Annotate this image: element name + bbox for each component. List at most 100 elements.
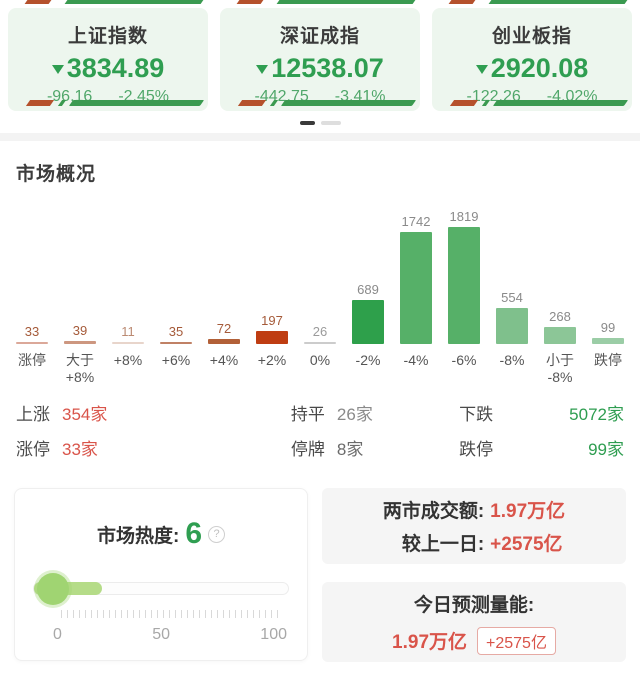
pager-dot[interactable] <box>320 121 341 125</box>
chart-column: 26 <box>296 324 344 344</box>
market-heat-card: 市场热度: 6 ? 0 50 100 <box>14 488 308 661</box>
scale-label-50: 50 <box>152 626 170 643</box>
stat-label: 涨停 <box>16 440 50 459</box>
stat-label: 上涨 <box>16 405 50 424</box>
question-mark-icon[interactable]: ? <box>208 525 225 543</box>
stat-value: 354家 <box>62 405 108 424</box>
stat-cell: 停牌 8家 <box>231 435 409 460</box>
index-name: 上证指数 <box>67 26 148 47</box>
bar <box>352 300 384 344</box>
index-card-shanghai[interactable]: 上证指数 3834.89 -96.16 -2.45% <box>8 8 208 111</box>
advance-decline-ratio-bar <box>438 100 629 106</box>
heat-value: 6 <box>185 517 202 550</box>
stat-label: 跌停 <box>459 440 494 459</box>
stat-value: 33家 <box>62 440 98 459</box>
vs-yesterday-label: 较上一日: <box>401 534 485 555</box>
stat-value: 26家 <box>336 405 373 424</box>
down-triangle-icon <box>256 65 269 74</box>
forecast-volume-card: 今日预测量能: 1.97万亿 +2575亿 <box>322 582 626 662</box>
stat-label: 停牌 <box>290 440 325 459</box>
slider-thumb[interactable] <box>37 573 69 605</box>
distribution-bar-chart: 33 39 11 35 72 197 26 689 1742 1819 554 268 99 涨停 大于 … <box>0 202 640 386</box>
bar-value-label: 39 <box>72 323 88 338</box>
bar-value-label: 1742 <box>401 214 431 229</box>
turnover-value: 1.97万亿 <box>490 501 566 522</box>
bar-value-label: 11 <box>121 324 135 339</box>
stat-value: 99家 <box>588 440 624 459</box>
index-value: 12538.07 <box>220 53 420 84</box>
market-overview-section: 市场概况 33 39 11 35 72 197 26 689 1742 1819 554 268 99 … <box>0 141 640 662</box>
bar-value-label: 268 <box>549 309 571 324</box>
pager-dot-active[interactable] <box>299 121 315 125</box>
bar <box>208 339 240 344</box>
bar-category-label: -8% <box>499 352 525 368</box>
bar <box>160 342 192 344</box>
chart-column: 35 <box>152 324 200 344</box>
cutoff-bar <box>432 0 632 4</box>
stat-cell: 持平 26家 <box>231 400 409 425</box>
down-triangle-icon <box>475 65 488 74</box>
index-name: 创业板指 <box>491 26 572 47</box>
bar-category-label: +4% <box>209 352 239 368</box>
chart-column: 689 <box>344 282 392 344</box>
bar-value-label: 554 <box>501 290 523 305</box>
turnover-card: 两市成交额: 1.97万亿 较上一日: +2575亿 <box>322 488 626 564</box>
forecast-delta-badge: +2575亿 <box>477 626 556 655</box>
advance-decline-ratio-bar <box>14 100 205 106</box>
chart-column: 268 <box>536 309 584 344</box>
slider-tick-ruler <box>61 610 283 618</box>
turnover-label: 两市成交额: <box>382 501 485 522</box>
chart-column: 554 <box>488 290 536 344</box>
cutoff-bar <box>220 0 420 4</box>
bar-category-label: +2% <box>257 352 287 368</box>
bar-value-label: 1819 <box>449 209 479 224</box>
chart-column: 11 <box>104 324 152 344</box>
cutoff-row-decoration <box>8 0 632 4</box>
heat-gauge-slider <box>31 569 291 607</box>
chart-column: 1819 <box>440 209 488 344</box>
index-card-chinext[interactable]: 创业板指 2920.08 -122.26 -4.02% <box>432 8 632 111</box>
vs-yesterday-value: +2575亿 <box>490 534 563 555</box>
stat-cell: 跌停 99家 <box>419 435 624 460</box>
bar-value-label: 26 <box>312 324 328 339</box>
bar-category-label: 小于 -8% <box>546 352 574 385</box>
bar-value-label: 197 <box>261 313 283 328</box>
chart-column: 33 <box>8 324 56 344</box>
bar <box>112 342 144 344</box>
bar-category-label: -6% <box>451 352 477 368</box>
bar <box>448 227 480 344</box>
stat-cell: 涨停 33家 <box>16 435 221 460</box>
bar <box>16 342 48 344</box>
bar <box>64 341 96 344</box>
bar-value-label: 35 <box>168 324 184 339</box>
bar-category-label: -4% <box>403 352 429 368</box>
bar-value-label: 99 <box>600 320 616 335</box>
forecast-label: 今日预测量能: <box>413 594 535 616</box>
bar-value-label: 72 <box>216 321 232 336</box>
forecast-value: 1.97万亿 <box>392 632 468 653</box>
bar-category-label: -2% <box>355 352 381 368</box>
bar-category-label: 涨停 <box>18 352 46 368</box>
bar <box>496 308 528 344</box>
stat-label: 持平 <box>290 405 325 424</box>
bar-value-label: 33 <box>24 324 40 339</box>
stat-cell: 上涨 354家 <box>16 400 221 425</box>
stat-value: 5072家 <box>569 405 624 424</box>
index-carousel: 上证指数 3834.89 -96.16 -2.45% 深证成指 12538.07… <box>0 0 640 125</box>
bar-category-label: +6% <box>161 352 191 368</box>
index-card-shenzhen[interactable]: 深证成指 12538.07 -442.75 -3.41% <box>220 8 420 111</box>
scale-label-100: 100 <box>260 626 287 643</box>
bar <box>304 342 336 344</box>
cutoff-bar <box>8 0 208 4</box>
bar <box>592 338 624 344</box>
bar-value-label: 689 <box>357 282 379 297</box>
bar-category-label: 跌停 <box>594 352 622 368</box>
chart-column: 197 <box>248 313 296 344</box>
section-title: 市场概况 <box>16 164 97 185</box>
index-name: 深证成指 <box>279 26 360 47</box>
section-divider <box>0 133 640 141</box>
index-value: 3834.89 <box>8 53 208 84</box>
bar-category-label: +8% <box>113 352 143 368</box>
down-triangle-icon <box>51 65 64 74</box>
chart-column: 39 <box>56 323 104 344</box>
